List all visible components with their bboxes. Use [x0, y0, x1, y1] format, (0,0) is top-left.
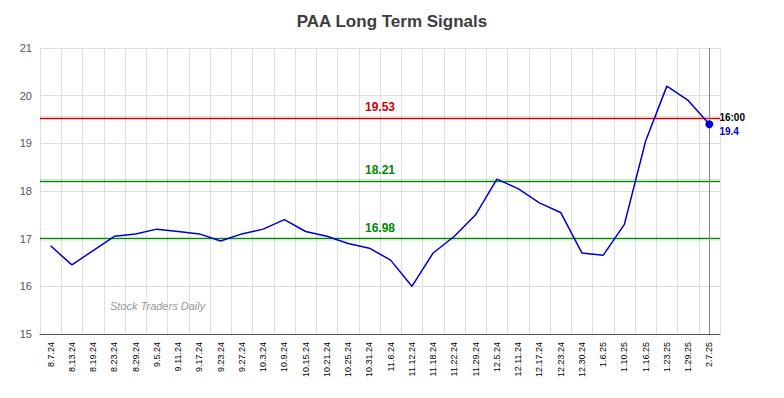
- svg-text:8.29.24: 8.29.24: [131, 342, 141, 372]
- svg-text:11.18.24: 11.18.24: [428, 342, 438, 376]
- svg-text:8.19.24: 8.19.24: [88, 342, 98, 372]
- svg-text:10.3.24: 10.3.24: [258, 342, 268, 372]
- svg-text:19.4: 19.4: [719, 126, 739, 137]
- svg-text:10.25.24: 10.25.24: [343, 342, 353, 377]
- svg-text:9.27.24: 9.27.24: [237, 342, 247, 372]
- svg-text:1.6.25: 1.6.25: [598, 342, 608, 367]
- svg-text:12.5.24: 12.5.24: [492, 342, 502, 372]
- svg-text:9.5.24: 9.5.24: [152, 342, 162, 367]
- svg-text:16.98: 16.98: [365, 221, 395, 235]
- svg-text:10.31.24: 10.31.24: [364, 342, 374, 377]
- svg-text:8.7.24: 8.7.24: [46, 342, 56, 367]
- svg-text:8.13.24: 8.13.24: [67, 342, 77, 372]
- svg-text:11.6.24: 11.6.24: [386, 342, 396, 371]
- svg-text:16: 16: [20, 280, 32, 292]
- svg-text:20: 20: [20, 90, 32, 102]
- svg-text:2.7.25: 2.7.25: [704, 342, 714, 367]
- svg-text:1.16.25: 1.16.25: [641, 342, 651, 372]
- svg-text:9.17.24: 9.17.24: [194, 342, 204, 372]
- svg-text:21: 21: [20, 42, 32, 54]
- svg-text:1.29.25: 1.29.25: [683, 342, 693, 372]
- svg-text:1.23.25: 1.23.25: [662, 342, 672, 372]
- svg-text:10.15.24: 10.15.24: [301, 342, 311, 377]
- svg-text:17: 17: [20, 233, 32, 245]
- svg-text:11.29.24: 11.29.24: [471, 342, 481, 376]
- svg-text:9.23.24: 9.23.24: [216, 342, 226, 372]
- svg-text:11.12.24: 11.12.24: [407, 342, 417, 376]
- svg-text:19: 19: [20, 137, 32, 149]
- svg-text:1.10.25: 1.10.25: [619, 342, 629, 372]
- svg-text:10.9.24: 10.9.24: [279, 342, 289, 372]
- svg-text:12.30.24: 12.30.24: [577, 342, 587, 377]
- svg-text:12.11.24: 12.11.24: [513, 342, 523, 376]
- svg-text:18: 18: [20, 185, 32, 197]
- svg-text:12.23.24: 12.23.24: [556, 342, 566, 377]
- svg-text:19.53: 19.53: [365, 100, 395, 114]
- svg-text:9.11.24: 9.11.24: [173, 342, 183, 371]
- svg-text:12.17.24: 12.17.24: [534, 342, 544, 377]
- svg-text:PAA Long Term Signals: PAA Long Term Signals: [297, 12, 487, 31]
- svg-text:10.21.24: 10.21.24: [322, 342, 332, 377]
- svg-text:11.22.24: 11.22.24: [449, 342, 459, 376]
- svg-text:8.23.24: 8.23.24: [109, 342, 119, 372]
- svg-text:Stock Traders Daily: Stock Traders Daily: [110, 300, 207, 312]
- svg-text:16:00: 16:00: [719, 112, 745, 123]
- svg-text:15: 15: [20, 328, 32, 340]
- svg-text:18.21: 18.21: [365, 163, 395, 177]
